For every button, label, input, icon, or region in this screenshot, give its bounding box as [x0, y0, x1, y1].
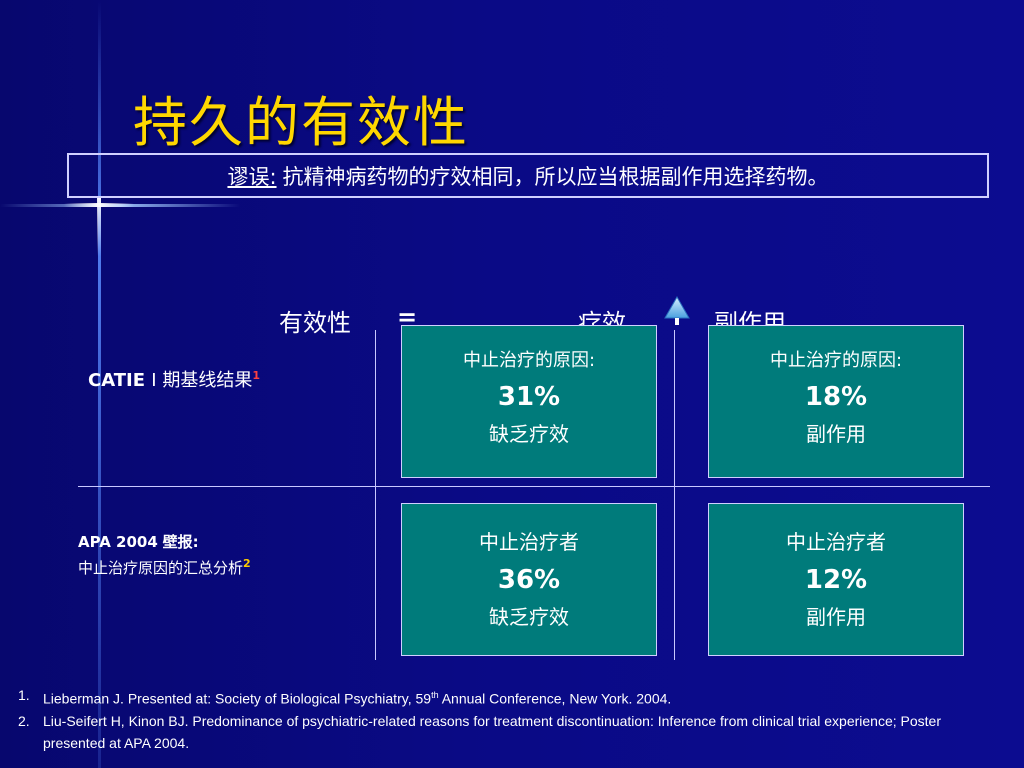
triangle-icon	[664, 296, 690, 325]
grid-horizontal-divider	[78, 486, 990, 487]
cell-caption: 中止治疗的原因:	[462, 350, 596, 371]
cell-reason: 副作用	[806, 422, 866, 446]
cell-value: 12%	[804, 565, 868, 595]
reference-text-post: Annual Conference, New York. 2004.	[438, 690, 672, 707]
row-label-catie-main: CATIE	[88, 370, 146, 391]
reference-text-pre: Lieberman J. Presented at: Society of Bi…	[43, 690, 432, 707]
cell-reason: 副作用	[806, 605, 866, 629]
cell-value: 31%	[497, 382, 561, 412]
reference-sup: th	[431, 690, 439, 700]
decorative-vertical-line	[98, 0, 101, 768]
cell-apa-efficacy: 中止治疗者 36% 缺乏疗效	[401, 503, 657, 656]
cell-catie-efficacy: 中止治疗的原因: 31% 缺乏疗效	[401, 325, 657, 478]
grid-vertical-divider-1	[375, 330, 376, 660]
cell-value: 36%	[497, 565, 561, 595]
ref-marker-1: 1	[252, 369, 260, 382]
myth-label: 谬误:	[227, 164, 277, 189]
cell-apa-side-effects: 中止治疗者 12% 副作用	[708, 503, 964, 656]
reference-1: 1. Lieberman J. Presented at: Society of…	[18, 684, 998, 710]
row-label-apa: APA 2004 壁报: 中止治疗原因的汇总分析2	[78, 532, 251, 579]
reference-text: Liu-Seifert H, Kinon BJ. Predominance of…	[43, 712, 941, 751]
row-label-apa-line2: 中止治疗原因的汇总分析	[78, 559, 244, 577]
sparkle-vertical	[97, 196, 101, 256]
equation-lhs: 有效性	[279, 309, 351, 337]
row-label-catie-cn: Ⅰ 期基线结果	[151, 370, 253, 391]
row-label-apa-line1-cn: 壁报:	[162, 533, 199, 551]
myth-box: 谬误: 抗精神病药物的疗效相同，所以应当根据副作用选择药物。	[67, 153, 989, 198]
cell-reason: 缺乏疗效	[489, 422, 569, 446]
row-label-apa-line1: APA 2004	[78, 533, 158, 551]
reference-2: 2. Liu-Seifert H, Kinon BJ. Predominance…	[18, 710, 998, 754]
reference-number: 1.	[18, 687, 30, 703]
grid-vertical-divider-2	[674, 330, 675, 660]
cell-caption: 中止治疗者	[786, 530, 886, 554]
cell-reason: 缺乏疗效	[489, 605, 569, 629]
sparkle-horizontal	[64, 203, 134, 207]
cell-caption: 中止治疗的原因:	[769, 350, 903, 371]
references: 1. Lieberman J. Presented at: Society of…	[18, 684, 998, 754]
reference-number: 2.	[18, 712, 30, 729]
equation-equals: =	[397, 303, 418, 331]
cell-caption: 中止治疗者	[479, 530, 579, 554]
slide-title: 持久的有效性	[133, 91, 469, 154]
ref-marker-2: 2	[243, 557, 251, 570]
myth-text: 抗精神病药物的疗效相同，所以应当根据副作用选择药物。	[282, 164, 829, 189]
cell-value: 18%	[804, 382, 868, 412]
row-label-catie: CATIE Ⅰ 期基线结果1	[88, 366, 260, 392]
cell-catie-side-effects: 中止治疗的原因: 18% 副作用	[708, 325, 964, 478]
